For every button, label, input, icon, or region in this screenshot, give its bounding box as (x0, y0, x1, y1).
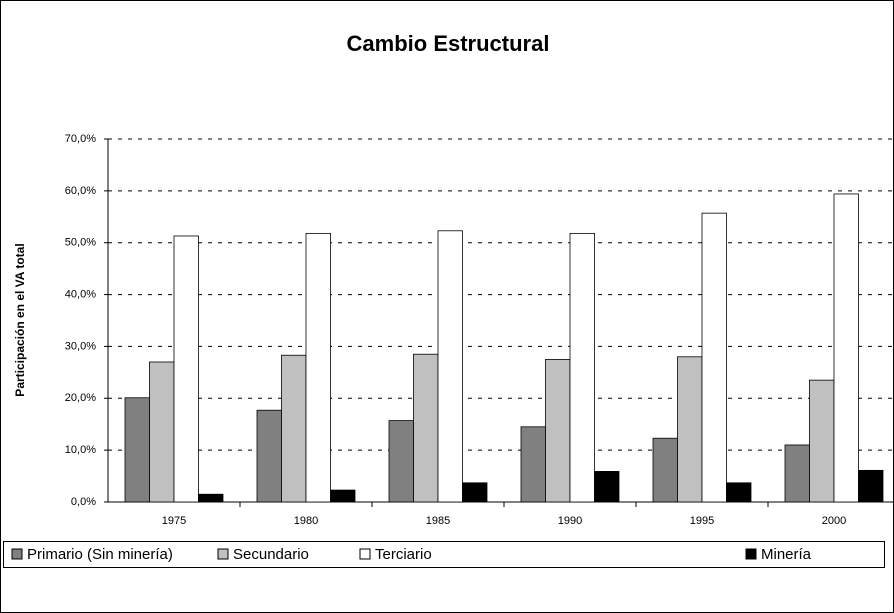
bar (388, 420, 414, 503)
bar (701, 212, 727, 503)
y-tick-label: 20,0% (65, 392, 96, 404)
x-tick-label: 1990 (558, 515, 582, 527)
x-tick-label: 2000 (822, 515, 846, 527)
legend-swatch (11, 548, 23, 560)
y-tick-label: 60,0% (65, 185, 96, 197)
bar (281, 354, 307, 503)
legend-swatch (217, 548, 229, 560)
bar (149, 361, 175, 503)
y-tick-label: 0,0% (71, 496, 96, 508)
bar (726, 482, 752, 503)
bar (437, 230, 463, 503)
legend-swatch (359, 548, 371, 560)
legend-label: Primario (Sin minería) (27, 546, 173, 563)
y-tick-label: 10,0% (65, 444, 96, 456)
x-tick-label: 1980 (294, 515, 318, 527)
chart-title: Cambio Estructural (347, 31, 550, 56)
bar (545, 358, 571, 503)
y-tick-label: 30,0% (65, 340, 96, 352)
bar (462, 482, 488, 503)
bar (569, 232, 595, 503)
legend-swatch (745, 548, 757, 560)
y-tick-label: 70,0% (65, 133, 96, 145)
x-tick-label: 1995 (690, 515, 714, 527)
bar (198, 493, 224, 503)
bar (173, 235, 199, 503)
y-tick-label: 40,0% (65, 288, 96, 300)
legend-label: Terciario (375, 546, 432, 563)
bar (677, 356, 703, 503)
bar (594, 471, 620, 503)
bar (858, 469, 884, 503)
bar (784, 444, 810, 503)
y-axis-label: Participación en el VA total (13, 243, 27, 396)
bar (330, 489, 356, 503)
bar (833, 193, 859, 503)
bar (520, 426, 546, 503)
bar (256, 409, 282, 503)
legend-label: Minería (761, 546, 812, 563)
bar (124, 397, 150, 503)
bar (809, 379, 835, 503)
legend-label: Secundario (233, 546, 309, 563)
legend-box (3, 541, 885, 568)
bar (413, 353, 439, 503)
x-tick-label: 1985 (426, 515, 450, 527)
bar (305, 232, 331, 503)
x-tick-label: 1975 (162, 515, 186, 527)
y-tick-label: 50,0% (65, 237, 96, 249)
bar (652, 437, 678, 503)
